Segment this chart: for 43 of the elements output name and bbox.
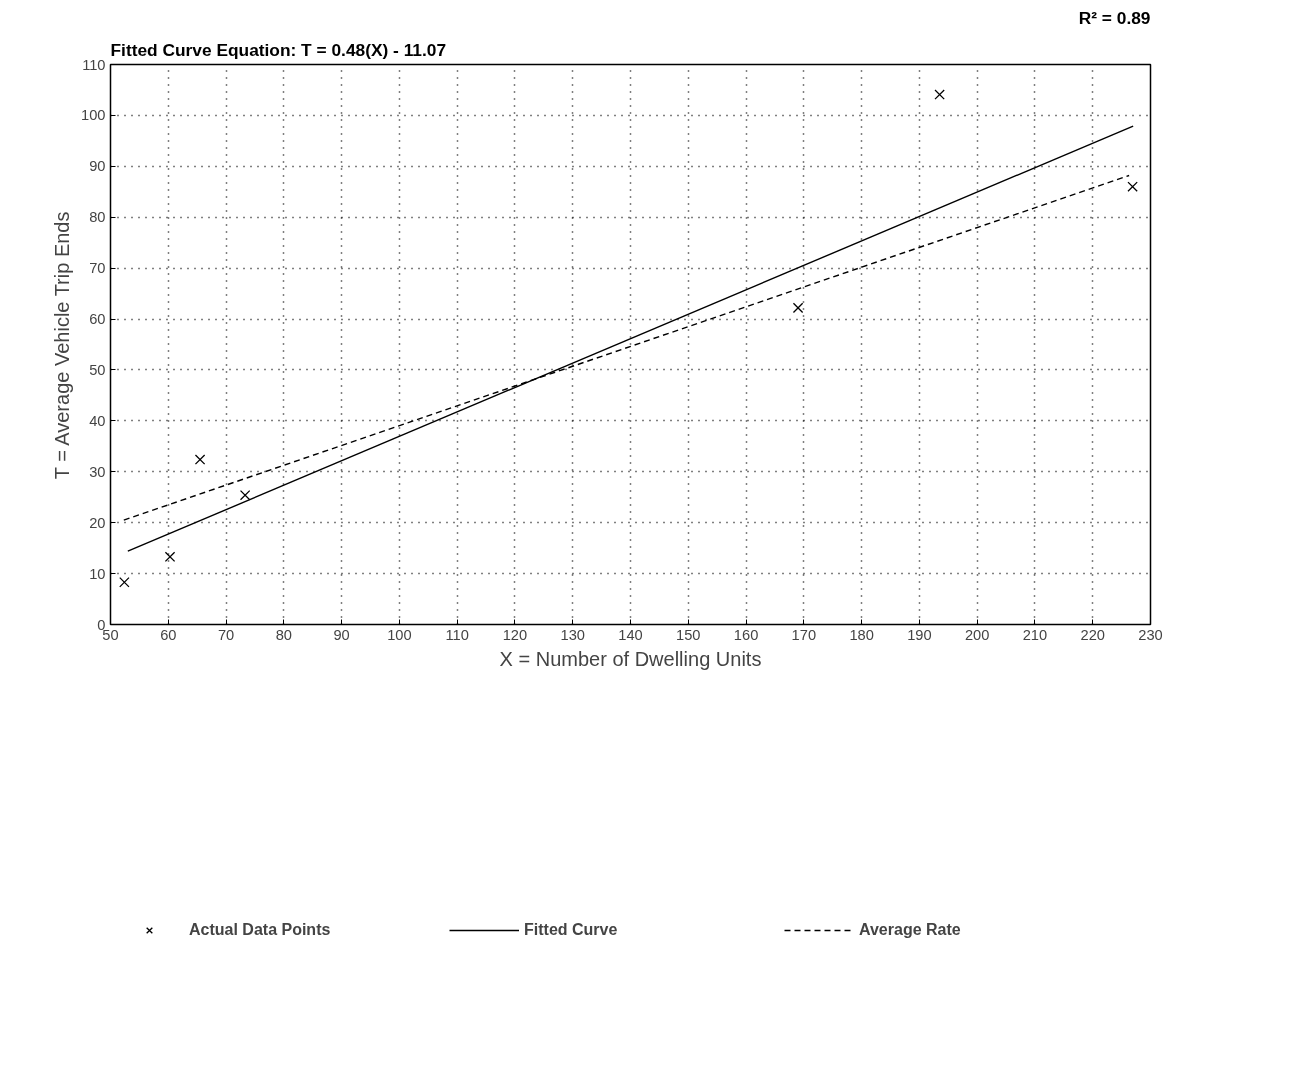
x-tick-label: 170 (791, 626, 817, 643)
point (792, 302, 804, 314)
x-tick-label: 160 (733, 626, 759, 643)
x-tick-label: 230 (1138, 626, 1163, 643)
x-axis-title: X = Number of Dwelling Units (499, 647, 762, 670)
text: R² = 0.89 (1078, 7, 1151, 28)
legend-label: Average Rate (859, 920, 962, 940)
x-tick-label: 200 (964, 626, 990, 643)
point (119, 577, 130, 588)
x-tick-label: 100 (387, 626, 412, 643)
x-tick-label: 90 (333, 626, 350, 643)
x-tick-label: 120 (502, 626, 528, 643)
x-tick-label: 70 (217, 626, 235, 643)
y-tick-label: 90 (89, 158, 106, 175)
x-tick-label: 220 (1080, 626, 1105, 643)
y-tick-label: 20 (89, 514, 106, 531)
y-axis-title: T = Average Vehicle Trip Ends (51, 211, 74, 480)
y-tick-label: 60 (89, 311, 106, 328)
legend-label: Fitted Curve (524, 920, 619, 940)
y-tick-label: 100 (81, 107, 106, 124)
point (239, 489, 251, 501)
x-tick-label: 210 (1022, 626, 1048, 643)
x-tick-label: 60 (160, 626, 177, 643)
point (164, 551, 176, 563)
x-tick-label: 190 (907, 626, 932, 643)
x-tick-label: 150 (676, 626, 701, 643)
y-tick-label: 70 (89, 260, 106, 277)
point (934, 89, 945, 100)
x-tick-label: 130 (560, 626, 585, 643)
x-tick-label: 80 (275, 626, 292, 643)
point (194, 454, 206, 465)
y-tick-label: 50 (89, 361, 106, 378)
y-tick-label: 40 (89, 412, 106, 429)
legend-label: Actual Data Points (189, 920, 332, 940)
x-tick-label: 140 (618, 626, 643, 643)
x-tick-label: 110 (445, 626, 469, 643)
text: Fitted Curve Equation: T = 0.48(X) - 11.07 (110, 39, 447, 60)
point (1127, 181, 1138, 192)
x-tick-label: 180 (849, 626, 874, 643)
y-tick-label: 10 (89, 565, 106, 582)
y-tick-label: 80 (89, 209, 106, 226)
y-tick-label: 110 (82, 56, 106, 73)
y-tick-label: 30 (89, 463, 106, 480)
